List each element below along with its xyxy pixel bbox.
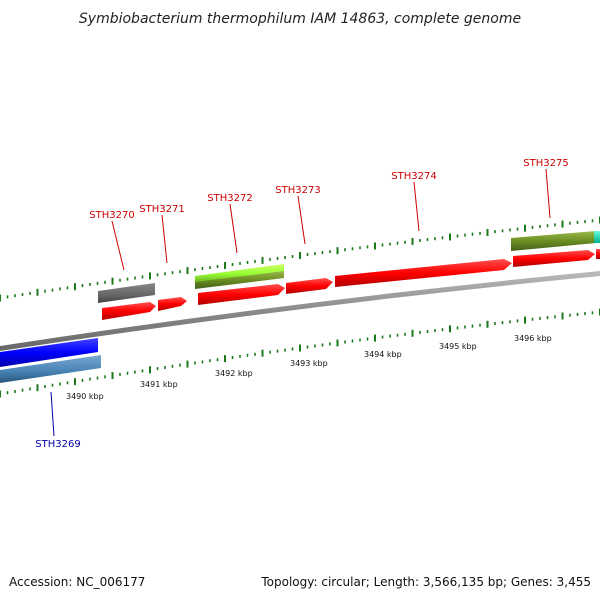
gene-sth3269-cds[interactable] xyxy=(0,338,98,367)
gene-sth3274-cds[interactable] xyxy=(335,259,512,287)
gene-next-feature-teal[interactable] xyxy=(594,231,600,243)
gene-label-sth3273[interactable]: STH3273 xyxy=(275,185,320,196)
gene-sth3271-cds[interactable] xyxy=(158,297,187,311)
accession-text: Accession: NC_006177 xyxy=(9,575,145,589)
gene-label-sth3275[interactable]: STH3275 xyxy=(523,158,568,169)
gene-label-sth3270[interactable]: STH3270 xyxy=(89,210,134,221)
gene-sth3272-feature-olive[interactable] xyxy=(195,271,284,289)
genome-backbone xyxy=(0,271,600,351)
inner-tick-ring xyxy=(0,308,600,398)
leader-sth3271 xyxy=(161,214,168,264)
gene-sth3272-feature-lime[interactable] xyxy=(195,264,284,283)
gene-sth3272-cds[interactable] xyxy=(198,284,285,305)
leader-sth3273 xyxy=(297,195,306,245)
gene-label-sth3269[interactable]: STH3269 xyxy=(35,439,80,450)
gene-sth3273-cds[interactable] xyxy=(286,278,333,294)
leader-sth3274 xyxy=(413,181,420,232)
gene-label-sth3274[interactable]: STH3274 xyxy=(391,171,436,182)
gene-sth3270-feature[interactable] xyxy=(98,283,155,303)
map-title: Symbiobacterium thermophilum IAM 14863, … xyxy=(79,11,521,27)
forward-feature-row xyxy=(98,231,600,303)
outer-tick-ring xyxy=(0,216,600,302)
kbp-label: 3496 kbp xyxy=(514,334,552,343)
gene-sth3270-cds[interactable] xyxy=(102,302,156,320)
reverse-feature-row xyxy=(0,338,101,383)
leader-sth3275 xyxy=(545,168,551,219)
leader-sth3270 xyxy=(111,220,125,271)
kbp-label: 3495 kbp xyxy=(439,342,477,351)
gene-sth3275-cds[interactable] xyxy=(513,250,595,267)
leader-sth3269 xyxy=(50,391,55,437)
gene-label-sth3271[interactable]: STH3271 xyxy=(139,204,184,215)
kbp-labels: 3490 kbp 3491 kbp 3492 kbp 3493 kbp 3494… xyxy=(66,334,552,401)
forward-cds-row xyxy=(102,249,600,320)
genome-summary-text: Topology: circular; Length: 3,566,135 bp… xyxy=(260,575,591,589)
leader-sth3272 xyxy=(229,203,238,254)
kbp-label: 3490 kbp xyxy=(66,392,104,401)
gene-next-cds[interactable] xyxy=(596,249,600,259)
kbp-label: 3494 kbp xyxy=(364,350,402,359)
gene-sth3269-feature[interactable] xyxy=(0,355,101,383)
kbp-label: 3492 kbp xyxy=(215,369,253,378)
gene-label-sth3272[interactable]: STH3272 xyxy=(207,193,252,204)
label-leaders xyxy=(50,168,551,437)
gene-labels: STH3270 STH3271 STH3272 STH3273 STH3274 … xyxy=(35,158,568,450)
kbp-label: 3491 kbp xyxy=(140,380,178,389)
kbp-label: 3493 kbp xyxy=(290,359,328,368)
gene-sth3275-feature-olive[interactable] xyxy=(511,231,596,251)
